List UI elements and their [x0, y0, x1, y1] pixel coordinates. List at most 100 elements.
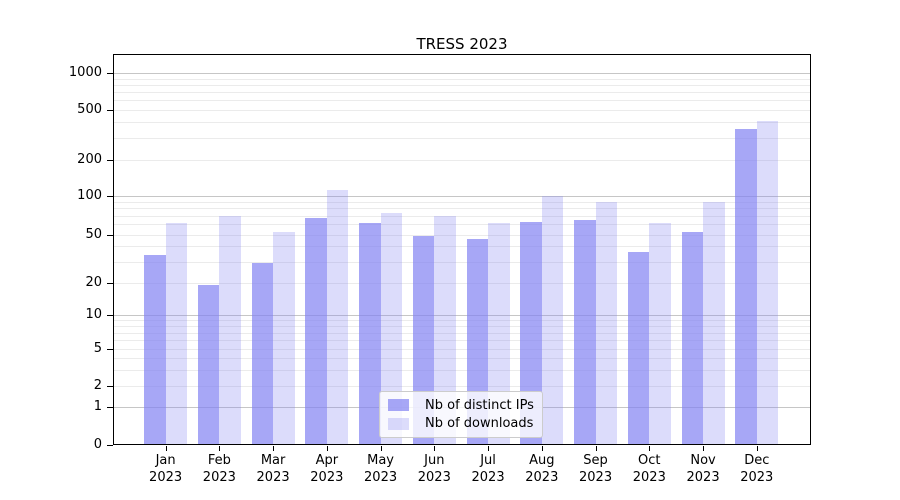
bar-downloads-dec: [756, 121, 779, 445]
y-tick-mark: [107, 407, 113, 409]
x-tick-label: Sep 2023: [564, 452, 628, 486]
x-tick-mark: [326, 446, 328, 451]
x-tick-label: Jun 2023: [402, 452, 466, 486]
bar-downloads-jul: [488, 222, 510, 445]
x-tick-year: 2023: [740, 470, 774, 485]
x-tick-year: 2023: [417, 470, 451, 485]
x-tick-label: Mar 2023: [241, 452, 305, 486]
x-tick-mark: [756, 446, 758, 451]
gridline-minor: [114, 369, 810, 371]
bar-distinct-ips-apr: [305, 218, 327, 445]
bar-distinct-ips-jan: [144, 254, 166, 445]
bar-distinct-ips-oct: [627, 251, 650, 445]
x-tick-month: Jun: [424, 453, 445, 468]
gridline-major: [114, 315, 810, 316]
y-tick-label: 200: [77, 152, 102, 167]
y-tick-mark: [107, 110, 113, 111]
gridline-minor: [114, 110, 810, 111]
x-tick-year: 2023: [471, 470, 505, 485]
bar-downloads-aug: [541, 196, 564, 445]
gridline-minor: [114, 224, 810, 226]
bar-distinct-ips-may: [359, 222, 381, 445]
x-tick-label: May 2023: [349, 452, 413, 486]
x-tick-year: 2023: [525, 470, 559, 485]
gridline-minor: [114, 137, 810, 139]
gridline-minor: [114, 78, 810, 80]
bar-downloads-jan: [165, 222, 188, 445]
x-tick-mark: [649, 446, 651, 451]
x-tick-label: Apr 2023: [295, 452, 359, 486]
y-tick-label: 50: [85, 226, 102, 242]
legend-label-downloads: Nb of downloads: [425, 416, 534, 432]
legend-swatch-distinct-ips: [388, 399, 409, 412]
x-tick-mark: [434, 446, 436, 451]
bar-distinct-ips-dec: [735, 128, 757, 445]
bar-downloads-may: [380, 212, 403, 445]
bar-downloads-jun: [434, 215, 456, 445]
x-tick-mark: [219, 446, 221, 451]
legend-item-distinct-ips: Nb of distinct IPs: [388, 398, 542, 413]
legend: Nb of distinct IPs Nb of downloads: [379, 391, 543, 438]
x-tick-year: 2023: [202, 470, 236, 485]
gridline-minor: [114, 261, 810, 263]
gridline-minor: [114, 208, 810, 210]
x-tick-label: Oct 2023: [617, 452, 681, 486]
x-tick-month: Feb: [207, 453, 231, 468]
legend-swatch-downloads: [388, 417, 409, 430]
y-tick-mark: [107, 349, 113, 351]
x-tick-mark: [541, 446, 543, 451]
x-tick-month: Dec: [744, 453, 770, 468]
gridline-minor: [114, 92, 810, 94]
bar-distinct-ips-sep: [574, 219, 596, 445]
x-tick-label: Nov 2023: [671, 452, 735, 486]
chart-title: TRESS 2023: [416, 35, 508, 53]
x-tick-label: Feb 2023: [187, 452, 251, 486]
gridline-minor: [114, 326, 810, 328]
x-tick-year: 2023: [256, 470, 290, 485]
gridline-minor: [114, 201, 810, 203]
y-tick-mark: [107, 386, 113, 387]
gridline-major: [114, 73, 810, 74]
x-tick-month: Jul: [480, 453, 496, 468]
x-tick-month: Aug: [529, 453, 555, 468]
y-tick-mark: [107, 196, 113, 197]
x-tick-year: 2023: [310, 470, 344, 485]
bar-downloads-sep: [595, 201, 618, 445]
x-tick-month: May: [367, 453, 395, 468]
x-tick-mark: [703, 446, 705, 451]
gridline-minor: [114, 332, 810, 334]
y-tick-mark: [107, 234, 113, 236]
bar-downloads-mar: [273, 232, 295, 445]
bar-distinct-ips-nov: [681, 232, 704, 445]
gridline-minor: [114, 234, 810, 236]
y-tick-label: 1: [93, 399, 102, 415]
x-tick-label: Dec 2023: [725, 452, 789, 486]
gridline-minor: [114, 349, 810, 351]
gridline-minor: [114, 320, 810, 322]
y-tick-mark: [107, 445, 113, 446]
y-tick-mark: [107, 73, 113, 74]
x-tick-mark: [595, 446, 597, 451]
gridline-minor: [114, 246, 810, 248]
gridline-minor: [114, 160, 810, 161]
y-tick-label: 100: [77, 188, 102, 203]
x-tick-mark: [273, 446, 275, 451]
x-tick-mark: [165, 446, 167, 451]
bar-distinct-ips-aug: [520, 221, 542, 445]
gridline-minor: [114, 358, 810, 360]
y-tick-label: 1000: [68, 65, 102, 80]
x-tick-month: Jan: [155, 453, 176, 468]
y-tick-label: 10: [85, 307, 102, 322]
gridline-major: [114, 196, 810, 197]
gridline-minor: [114, 122, 810, 124]
x-tick-month: Oct: [638, 453, 661, 468]
y-tick-label: 20: [85, 275, 102, 290]
bar-distinct-ips-mar: [251, 263, 274, 445]
x-tick-year: 2023: [149, 470, 183, 485]
gridline-minor: [114, 215, 810, 217]
x-tick-month: Mar: [260, 453, 286, 468]
x-tick-month: Apr: [315, 453, 339, 468]
gridline-minor: [114, 340, 810, 342]
y-tick-label: 2: [93, 378, 102, 393]
